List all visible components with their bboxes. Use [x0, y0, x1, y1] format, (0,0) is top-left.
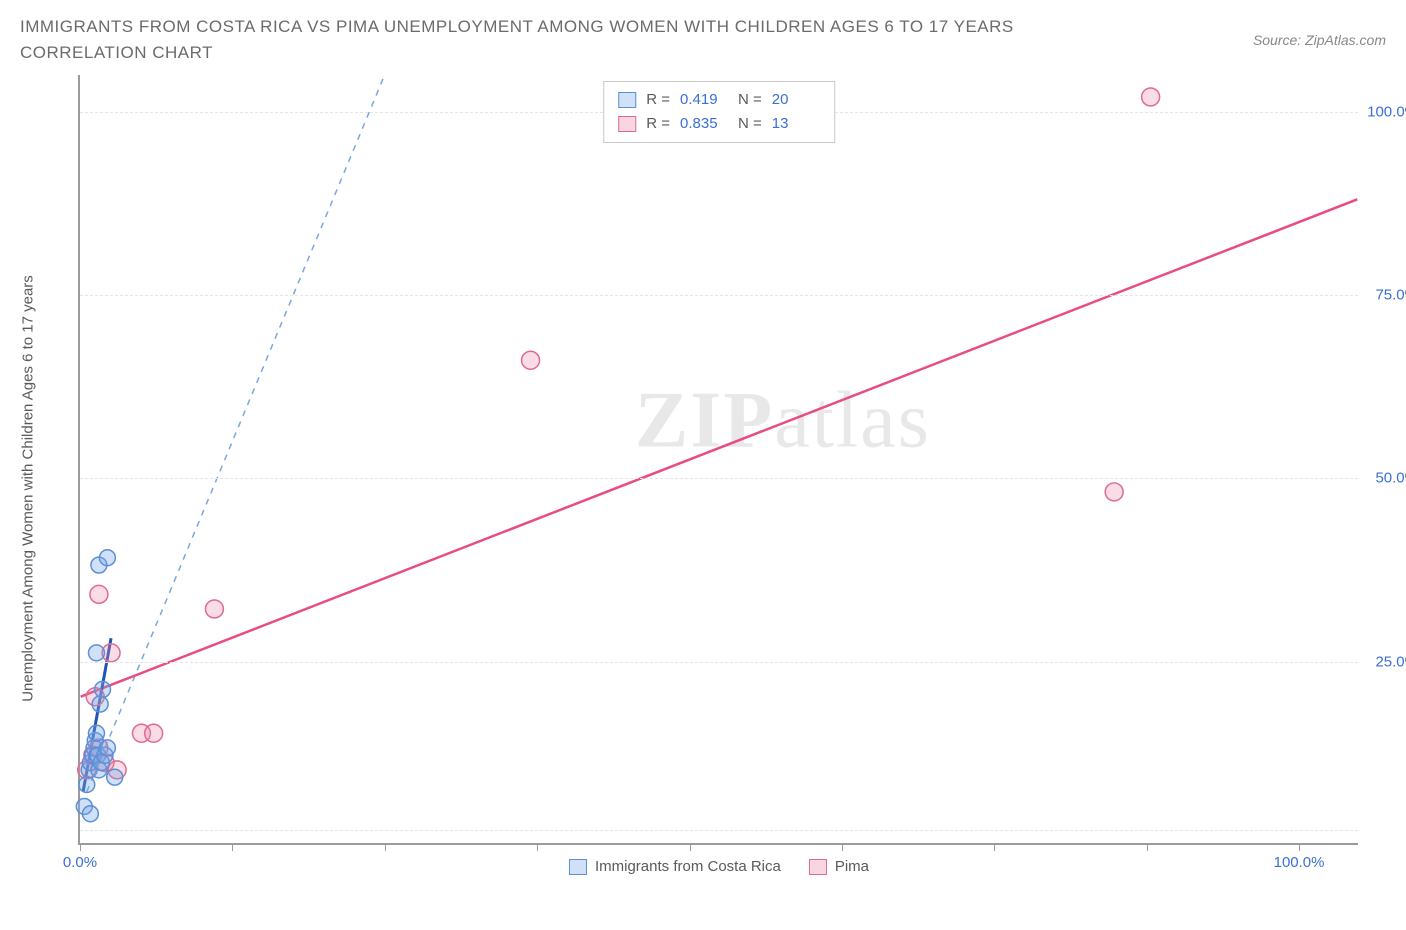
- r-label-b: R =: [646, 112, 670, 136]
- trend-line: [87, 75, 385, 792]
- swatch-a-icon: [618, 92, 636, 108]
- stats-row-a: R = 0.419 N = 20: [618, 88, 820, 112]
- legend-swatch-b-icon: [809, 859, 827, 875]
- stats-row-b: R = 0.835 N = 13: [618, 112, 820, 136]
- stats-legend: R = 0.419 N = 20 R = 0.835 N = 13: [603, 81, 835, 143]
- gridline: [80, 662, 1358, 663]
- y-tick-label: 25.0%: [1375, 653, 1406, 670]
- data-point: [88, 725, 104, 741]
- legend-item-b: Pima: [809, 858, 869, 875]
- x-tick: [994, 843, 995, 851]
- data-point: [95, 681, 111, 697]
- data-point: [99, 550, 115, 566]
- x-tick: [232, 843, 233, 851]
- x-tick: [842, 843, 843, 851]
- n-value-a: 20: [772, 88, 820, 112]
- x-tick-label: 0.0%: [63, 854, 97, 871]
- y-tick-label: 75.0%: [1375, 287, 1406, 304]
- n-value-b: 13: [772, 112, 820, 136]
- data-point: [522, 351, 540, 369]
- y-tick-label: 100.0%: [1367, 103, 1406, 120]
- legend-label-b: Pima: [835, 858, 869, 875]
- n-label-a: N =: [738, 88, 762, 112]
- r-value-a: 0.419: [680, 88, 728, 112]
- data-point: [107, 769, 123, 785]
- data-point: [99, 740, 115, 756]
- trend-line: [81, 199, 1358, 696]
- y-axis-label: Unemployment Among Women with Children A…: [20, 275, 37, 702]
- legend-item-a: Immigrants from Costa Rica: [569, 858, 781, 875]
- r-label-a: R =: [646, 88, 670, 112]
- data-point: [1142, 88, 1160, 106]
- data-point: [145, 724, 163, 742]
- x-tick-label: 100.0%: [1274, 854, 1325, 871]
- data-point: [88, 645, 104, 661]
- y-tick-label: 50.0%: [1375, 470, 1406, 487]
- x-tick: [690, 843, 691, 851]
- gridline: [80, 295, 1358, 296]
- swatch-b-icon: [618, 116, 636, 132]
- data-point: [82, 806, 98, 822]
- chart-title: IMMIGRANTS FROM COSTA RICA VS PIMA UNEMP…: [20, 14, 1120, 65]
- r-value-b: 0.835: [680, 112, 728, 136]
- scatter-plot-svg: [80, 75, 1358, 843]
- plot-area: ZIPatlas R = 0.419 N = 20 R = 0.835 N = …: [78, 75, 1358, 845]
- x-tick: [385, 843, 386, 851]
- x-tick: [537, 843, 538, 851]
- data-point: [92, 696, 108, 712]
- data-point: [79, 777, 95, 793]
- data-point: [205, 600, 223, 618]
- x-tick: [1147, 843, 1148, 851]
- x-tick: [1299, 843, 1300, 851]
- n-label-b: N =: [738, 112, 762, 136]
- data-point: [1105, 483, 1123, 501]
- data-point: [90, 585, 108, 603]
- legend-label-a: Immigrants from Costa Rica: [595, 858, 781, 875]
- source-label: Source: ZipAtlas.com: [1253, 32, 1386, 48]
- chart-container: Unemployment Among Women with Children A…: [40, 75, 1370, 885]
- x-tick: [80, 843, 81, 851]
- bottom-legend: Immigrants from Costa Rica Pima: [569, 858, 869, 875]
- gridline: [80, 830, 1358, 831]
- gridline: [80, 478, 1358, 479]
- legend-swatch-a-icon: [569, 859, 587, 875]
